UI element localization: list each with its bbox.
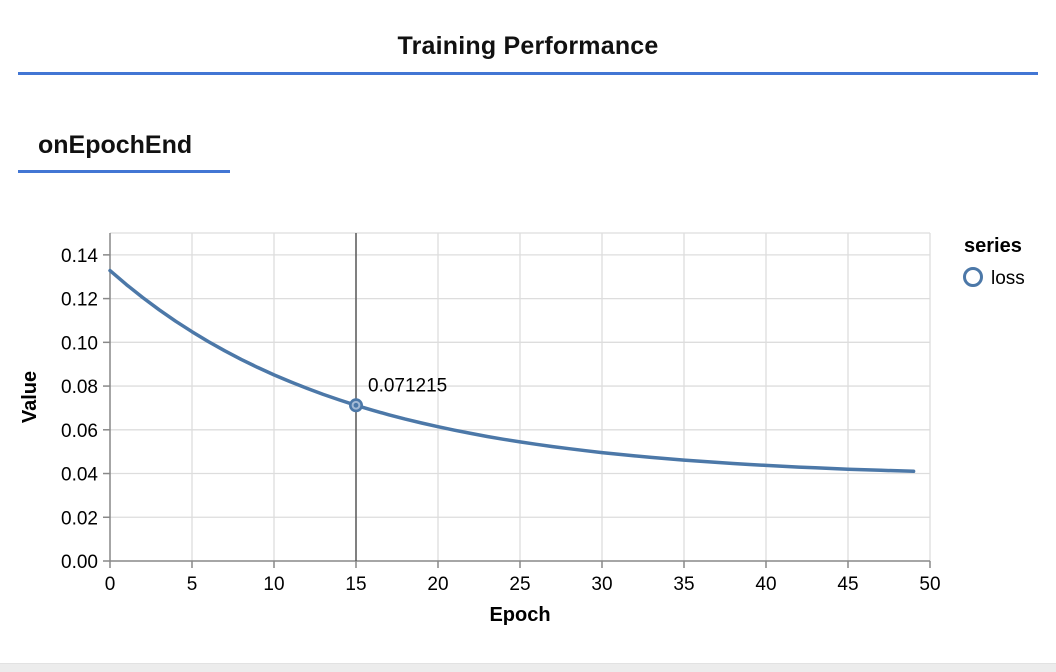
y-tick-label: 0.06 — [61, 421, 98, 442]
y-tick-label: 0.10 — [61, 333, 98, 354]
x-axis-title: Epoch — [489, 604, 550, 626]
x-tick-label: 40 — [755, 574, 776, 595]
y-tick-label: 0.12 — [61, 290, 98, 311]
legend-loss-label: loss — [991, 268, 1025, 289]
hover-point-ring — [351, 400, 361, 410]
x-tick-label: 10 — [263, 574, 284, 595]
x-tick-label: 15 — [345, 574, 366, 595]
x-tick-label: 0 — [105, 574, 116, 595]
y-tick-label: 0.00 — [61, 552, 98, 573]
x-tick-label: 35 — [673, 574, 694, 595]
x-tick-label: 5 — [187, 574, 198, 595]
y-tick-label: 0.08 — [61, 377, 98, 398]
x-tick-label: 25 — [509, 574, 530, 595]
hover-point[interactable] — [349, 398, 363, 413]
section-heading-onepochend: onEpochEnd — [38, 131, 193, 159]
loss-line — [108, 268, 916, 474]
y-tick-label: 0.14 — [61, 246, 98, 267]
legend-loss-symbol-icon[interactable] — [963, 267, 983, 287]
x-tick-label: 50 — [919, 574, 940, 595]
y-tick-label: 0.04 — [61, 465, 98, 486]
x-tick-label: 20 — [427, 574, 448, 595]
page-title: Training Performance — [397, 32, 659, 60]
title-divider-rule — [18, 72, 1038, 75]
page-bottom-edge — [0, 663, 1056, 672]
section-heading-underline — [18, 170, 230, 173]
x-tick-label: 30 — [591, 574, 612, 595]
y-tick-label: 0.02 — [61, 508, 98, 529]
tooltip-value: 0.071215 — [368, 375, 447, 396]
legend-title: series — [964, 235, 1022, 257]
y-axis-title: Value — [19, 371, 41, 423]
x-tick-label: 45 — [837, 574, 858, 595]
